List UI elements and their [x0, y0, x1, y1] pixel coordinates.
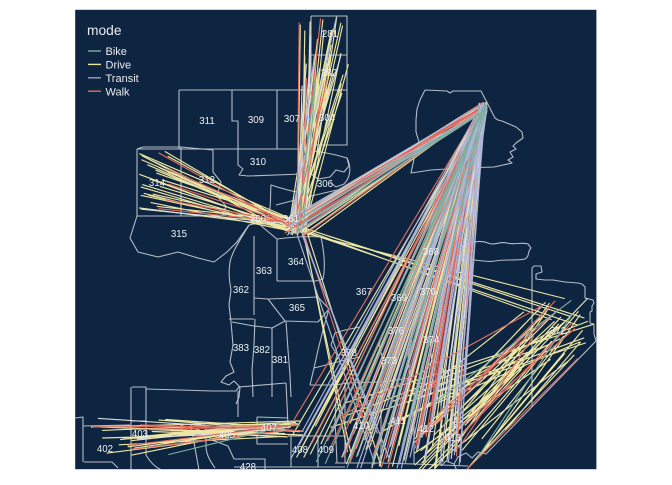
svg-text:282: 282	[321, 68, 337, 79]
svg-text:383: 383	[233, 343, 249, 354]
svg-text:Drive: Drive	[106, 60, 132, 72]
svg-text:369: 369	[391, 293, 407, 304]
svg-text:378: 378	[341, 348, 357, 359]
svg-text:mode: mode	[87, 23, 122, 38]
svg-text:407: 407	[261, 423, 277, 434]
svg-text:376: 376	[388, 326, 404, 337]
svg-text:312: 312	[199, 175, 215, 186]
svg-text:381: 381	[272, 355, 288, 366]
svg-text:309: 309	[248, 115, 264, 126]
svg-text:413: 413	[445, 433, 461, 444]
svg-text:373: 373	[381, 356, 397, 367]
svg-text:364: 364	[288, 257, 305, 268]
svg-text:307: 307	[284, 114, 300, 125]
svg-text:311: 311	[199, 116, 214, 127]
svg-text:405: 405	[219, 430, 235, 441]
svg-text:411: 411	[390, 416, 405, 427]
svg-text:428: 428	[240, 462, 256, 473]
svg-text:368: 368	[423, 247, 439, 258]
svg-text:370: 370	[420, 287, 437, 298]
svg-text:374: 374	[423, 335, 440, 346]
svg-text:365: 365	[289, 303, 305, 314]
svg-text:362: 362	[233, 285, 249, 296]
svg-text:363: 363	[256, 266, 272, 277]
svg-text:310: 310	[250, 157, 267, 168]
svg-text:403: 403	[132, 429, 148, 440]
svg-text:402: 402	[97, 444, 113, 455]
svg-text:367: 367	[356, 287, 372, 298]
svg-text:315: 315	[171, 229, 187, 240]
svg-text:382: 382	[254, 345, 270, 356]
svg-text:361: 361	[283, 214, 299, 225]
svg-text:304: 304	[319, 113, 336, 124]
svg-text:372: 372	[550, 326, 566, 337]
svg-text:Bike: Bike	[106, 46, 127, 58]
svg-text:409: 409	[318, 445, 334, 456]
svg-text:Transit: Transit	[106, 73, 139, 85]
svg-text:306: 306	[317, 179, 333, 190]
svg-text:281: 281	[322, 29, 338, 40]
svg-text:314: 314	[149, 178, 166, 189]
svg-text:360: 360	[250, 214, 267, 225]
svg-text:410: 410	[353, 421, 370, 432]
svg-text:412: 412	[418, 424, 434, 435]
svg-text:Walk: Walk	[106, 86, 131, 98]
svg-text:408: 408	[292, 445, 308, 456]
